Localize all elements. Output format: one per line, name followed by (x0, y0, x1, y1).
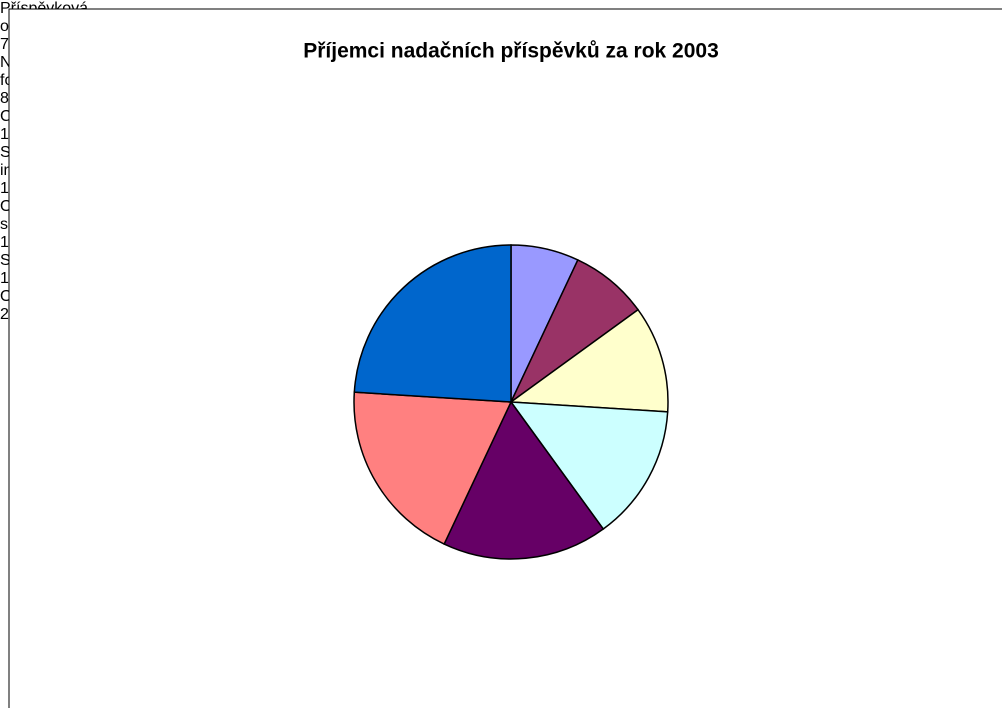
pie-slice (508, 308, 669, 413)
chart-title: Příjemci nadačních příspěvků za rok 2003 (303, 40, 719, 63)
pie-slice (509, 401, 669, 531)
pie-slice (443, 400, 605, 560)
pie-slice (353, 244, 512, 403)
pie-slice (353, 391, 513, 546)
